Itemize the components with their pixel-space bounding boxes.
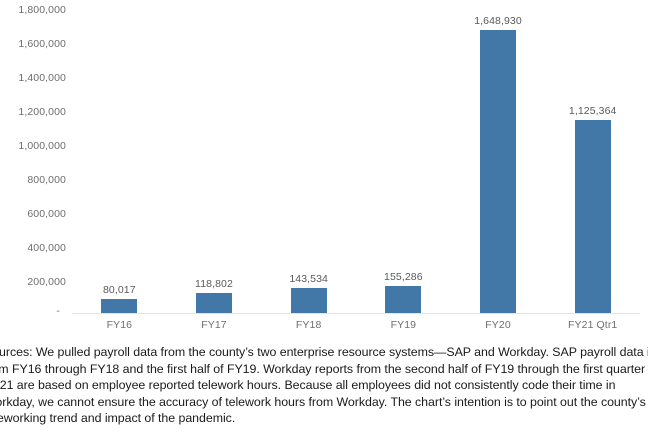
bar-value-label: 1,125,364	[568, 105, 617, 117]
x-axis-tick-label: FY19	[390, 319, 417, 331]
y-axis: 1,800,000 1,600,000 1,400,000 1,200,000 …	[0, 0, 66, 340]
bar-slot: 1,125,364	[545, 4, 640, 313]
y-axis-tick-label-zero: -	[56, 305, 60, 317]
bar-slot: 80,017	[72, 4, 167, 313]
bar-value-label: 155,286	[384, 271, 423, 283]
bar-chart-figure: 1,800,000 1,600,000 1,400,000 1,200,000 …	[0, 0, 640, 340]
bar-slot: 143,534	[261, 4, 356, 313]
bar-value-label: 80,017	[102, 284, 136, 296]
bar-fy20[interactable]	[480, 30, 517, 313]
x-axis-tick-label: FY20	[485, 319, 511, 331]
bar-fy21-qtr1[interactable]	[574, 120, 611, 313]
y-axis-tick-label: 400,000	[27, 242, 66, 254]
bar-fy18[interactable]	[290, 288, 327, 313]
y-axis-tick-label: 1,600,000	[18, 38, 66, 50]
bar-value-label: 143,534	[289, 273, 328, 285]
y-axis-tick-label: 1,800,000	[18, 4, 66, 16]
y-axis-tick-label: 800,000	[27, 174, 66, 186]
y-axis-tick-label: 1,200,000	[18, 106, 66, 118]
bar-slot: 155,286	[356, 4, 451, 313]
bar-slot: 118,802	[167, 4, 262, 313]
bar-fy16[interactable]	[101, 299, 138, 313]
y-axis-tick-label: 200,000	[27, 276, 66, 288]
y-axis-tick-label: 1,400,000	[18, 72, 66, 84]
x-axis: FY16 FY17 FY18 FY19 FY20 FY21 Qtr1	[72, 318, 640, 336]
bar-slot: 1,648,930	[451, 4, 546, 313]
x-axis-tick-label: FY21 Qtr1	[568, 319, 618, 331]
plot-area: 80,017 118,802 143,534 155,286 1,648,930…	[72, 4, 640, 314]
bar-fy17[interactable]	[196, 293, 232, 313]
x-axis-tick-label: FY17	[201, 319, 227, 331]
bars-layer: 80,017 118,802 143,534 155,286 1,648,930…	[72, 4, 640, 313]
x-axis-tick-label: FY16	[106, 319, 133, 331]
y-axis-tick-label: 1,000,000	[18, 140, 66, 152]
x-axis-baseline	[72, 313, 640, 314]
y-axis-tick-label: 600,000	[27, 208, 66, 220]
chart-source-footnote: Sources: We pulled payroll data from the…	[0, 345, 648, 426]
bar-value-label: 1,648,930	[474, 15, 522, 27]
bar-fy19[interactable]	[385, 286, 422, 313]
bar-value-label: 118,802	[195, 278, 233, 290]
x-axis-tick-label: FY18	[295, 319, 322, 331]
